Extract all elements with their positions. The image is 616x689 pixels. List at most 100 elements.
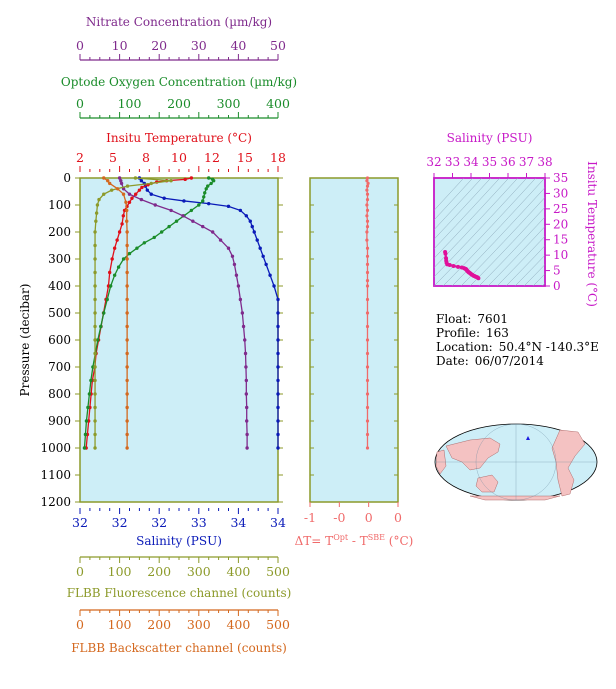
fluorescence-tick-label: 300 <box>187 564 211 579</box>
salinity-point <box>261 254 265 258</box>
backscatter-point <box>125 446 129 450</box>
delta-t-point <box>365 297 370 302</box>
nitrate-point <box>243 338 247 342</box>
y-tick-label: 1200 <box>40 495 71 509</box>
nitrate-point <box>119 179 123 183</box>
nitrate-point <box>240 311 245 315</box>
salinity-point <box>276 419 280 423</box>
ts-contour <box>505 245 545 286</box>
y-tick-label: 200 <box>48 225 71 239</box>
oxygen-point <box>86 405 90 410</box>
delta-t-x-tick-label: 0 <box>394 510 402 525</box>
salinity-point <box>276 432 280 437</box>
fluorescence-point <box>94 219 98 223</box>
delta-t-point <box>365 219 370 223</box>
fluorescence-point <box>93 432 97 437</box>
delta-t-label-part: SBE <box>368 533 385 542</box>
fluorescence-point <box>93 230 97 234</box>
temperature-point <box>127 200 132 204</box>
salinity-point <box>244 214 249 218</box>
backscatter-point <box>106 179 110 183</box>
salinity-point <box>276 324 280 329</box>
salinity-point <box>276 338 280 342</box>
float-label: Float: <box>436 312 472 326</box>
nitrate-tick-label: 50 <box>270 38 286 53</box>
salinity-point <box>276 311 280 315</box>
nitrate-axis-label: Nitrate Concentration (µm/kg) <box>86 15 272 29</box>
delta-t-plot-area <box>309 177 399 503</box>
ts-contour <box>514 254 545 286</box>
ts-contour <box>434 178 519 269</box>
map-land-americas <box>551 429 586 497</box>
oxygen-tick-label: 400 <box>266 96 290 111</box>
nitrate-point <box>127 192 132 196</box>
backscatter-point <box>102 176 106 180</box>
oxygen-point <box>203 191 207 195</box>
delta-t-point <box>365 446 370 450</box>
y-tick-label: 400 <box>48 279 71 293</box>
ts-contour <box>434 178 483 231</box>
salinity-point <box>255 238 259 242</box>
nitrate-point <box>119 181 124 186</box>
fluorescence-tick-label: 100 <box>108 564 132 579</box>
delta-t-point <box>365 254 370 258</box>
backscatter-point <box>125 311 129 315</box>
nitrate-tick-label: 0 <box>76 38 84 53</box>
oxygen-point <box>142 241 147 245</box>
oxygen-point <box>102 311 106 315</box>
delta-t-label-part: - T <box>348 534 368 548</box>
salinity-point <box>276 365 280 369</box>
delta-t-point <box>365 203 369 207</box>
nitrate-point <box>241 324 246 329</box>
oxygen-point <box>152 235 156 240</box>
delta-t-point <box>365 184 370 188</box>
temperature-tick-label: 12 <box>204 150 220 165</box>
delta-t-point <box>365 225 370 229</box>
delta-t-point <box>365 338 370 342</box>
ts-contour <box>523 264 545 286</box>
fluorescence-point <box>93 338 97 342</box>
delta-t-point <box>365 284 370 288</box>
delta-t-point <box>365 176 370 180</box>
y-tick-label: 1100 <box>40 468 71 482</box>
backscatter-point <box>125 297 129 302</box>
nitrate-point <box>210 230 215 234</box>
temperature-point <box>137 188 142 192</box>
ts-point <box>456 264 461 269</box>
y-tick-label: 800 <box>48 387 71 401</box>
ts-y-tick-label: 25 <box>553 202 568 216</box>
nitrate-point <box>232 262 237 267</box>
temperature-point <box>115 238 119 242</box>
fluorescence-point <box>95 203 100 207</box>
oxygen-point <box>206 184 210 188</box>
ts-contour <box>434 178 528 278</box>
oxygen-tick-label: 300 <box>217 96 241 111</box>
location-row: Location: 50.4°N -140.3°E <box>436 340 599 354</box>
salinity-point <box>276 392 280 396</box>
fluorescence-point <box>93 392 97 396</box>
salinity-point <box>248 219 252 223</box>
ts-contour <box>442 178 545 286</box>
fluorescence-point <box>93 419 97 423</box>
salinity-point <box>276 446 280 450</box>
salinity-point <box>268 273 272 277</box>
location-value: 50.4°N -140.3°E <box>498 340 599 354</box>
nitrate-point <box>245 432 249 437</box>
salinity-point <box>276 351 280 356</box>
delta-t-point <box>365 351 370 356</box>
delta-t-label-part: (°C) <box>385 534 413 548</box>
oxygen-point <box>105 297 109 302</box>
fluorescence-tick-label: 400 <box>226 564 250 579</box>
nitrate-point <box>236 284 241 288</box>
y-tick-label: 0 <box>63 171 71 185</box>
oxygen-point <box>209 181 213 186</box>
backscatter-tick-label: 200 <box>147 617 171 632</box>
backscatter-point <box>121 192 126 196</box>
ts-point <box>443 251 448 256</box>
delta-t-point <box>366 181 370 185</box>
backscatter-point <box>125 257 129 261</box>
fluorescence-point <box>93 351 97 356</box>
ts-y-tick-label: 35 <box>553 171 568 185</box>
ts-x-tick-label: 32 <box>426 155 441 169</box>
nitrate-point <box>218 238 223 242</box>
